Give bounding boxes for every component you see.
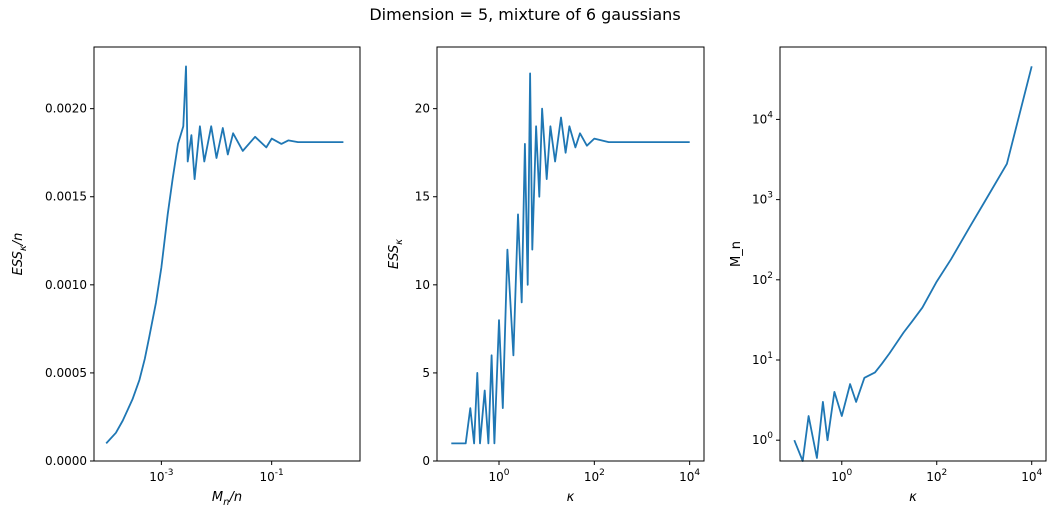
x-tick-label: 104 [1021,468,1042,484]
y-tick-label: 0 [422,454,430,468]
subplot-ess: 100 102 104 0 5 10 15 20 κ ESSκ [387,46,705,505]
y-tick-label: 100 [752,431,773,447]
x-axis-label: Mn/n [212,490,242,508]
axes-frame [436,46,705,462]
y-tick-label: 5 [422,366,430,380]
subplot-mn: 100 102 104 100 101 102 103 104 κ M_n [729,46,1047,505]
y-tick-label: 104 [752,110,773,126]
x-tick-label: 104 [679,468,700,484]
y-tick-label: 15 [415,190,430,204]
y-axis-label: ESSκ/n [11,233,29,276]
y-tick-label: 0.0010 [45,278,87,292]
series-line-0 [105,65,344,445]
y-tick-label: 0.0000 [45,454,87,468]
x-tick-label: 10-1 [260,468,284,484]
x-axis-label: κ [909,490,917,505]
y-tick-label: 10 [415,278,430,292]
x-tick-label: 100 [831,468,852,484]
figure-title: Dimension = 5, mixture of 6 gaussians [369,5,681,24]
x-tick-label: 10-3 [149,468,173,484]
y-tick-label: 20 [415,102,430,116]
y-tick-label: 102 [752,271,773,287]
x-tick-label: 102 [584,468,605,484]
y-axis-label: M_n [729,241,744,267]
y-tick-label: 101 [752,351,773,367]
y-tick-label: 0.0005 [45,366,87,380]
subplot-ess-over-n: 10-3 10-1 0.0000 0.0005 0.0010 0.0015 0.0020 Mn… [11,46,361,508]
x-axis-label: κ [567,490,575,505]
y-tick-label: 0.0015 [45,190,87,204]
axes-frame [93,46,361,462]
series-line-0 [451,72,690,445]
axes-frame [779,46,1047,462]
x-tick-label: 100 [489,468,510,484]
y-axis-label: ESSκ [387,239,405,269]
series-line-0 [793,66,1033,462]
y-tick-label: 103 [752,191,773,207]
y-tick-label: 0.0020 [45,102,87,116]
x-tick-label: 102 [926,468,947,484]
